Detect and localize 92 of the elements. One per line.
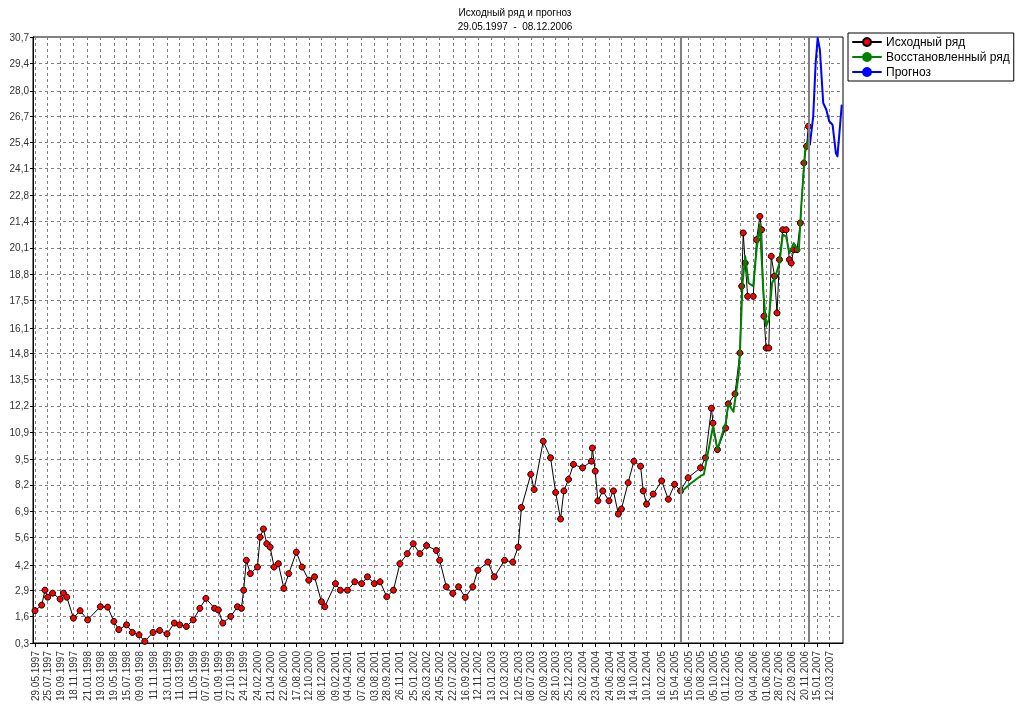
x-tick-label: 19.03.1998 [94,650,106,702]
x-tick-label: 24.05.2002 [434,650,446,702]
y-tick-label: 10,9 [9,426,30,438]
x-tick-label: 21.04.2000 [264,650,276,702]
x-tick-label: 28.07.2006 [773,650,785,702]
x-tick-label: 28.10.2003 [550,650,562,702]
legend-label: Восстановленный ряд [886,50,1010,64]
y-tick-label: 4,2 [15,559,30,571]
x-tick-label: 08.07.2003 [525,650,537,702]
x-tick-label: 07.07.1999 [200,650,212,702]
y-tick-label: 13,5 [9,374,30,386]
x-tick-label: 19.09.1997 [54,650,66,702]
x-tick-label: 15.01.2007 [811,650,823,702]
y-tick-label: 14,8 [9,347,30,359]
x-tick-label: 25.12.2003 [563,650,575,702]
x-tick-label: 22.09.2006 [785,650,797,702]
y-tick-label: 28,0 [9,85,30,97]
legend-label: Прогноз [886,65,932,79]
x-tick-label: 11.03.1999 [174,650,186,701]
y-tick-label: 20,1 [9,242,30,254]
x-tick-label: 11.11.1998 [147,650,159,700]
x-tick-label: 26.11.2001 [394,650,406,701]
x-tick-label: 13.01.2003 [486,650,498,702]
x-tick-label: 25.07.1997 [42,650,54,702]
x-tick-label: 27.10.1999 [225,650,237,702]
x-tick-label: 25.01.2002 [407,650,419,702]
x-tick-label: 10.08.2005 [695,650,707,702]
x-tick-label: 15.04.2005 [669,650,681,702]
y-tick-label: 9,5 [15,454,30,466]
x-tick-label: 15.06.2005 [682,650,694,702]
x-tick-label: 12.03.2007 [823,650,835,702]
y-tick-label: 8,2 [15,479,30,491]
x-tick-label: 18.11.1997 [67,650,79,701]
chart-title: Исходный ряд и прогноз [458,6,572,18]
line-series [679,138,810,494]
x-tick-label: 11.05.1999 [187,650,199,701]
y-tick-label: 26,7 [9,110,30,122]
y-tick-label: 22,8 [9,189,30,201]
x-tick-label: 12.03.2003 [499,650,511,702]
x-tick-label: 10.12.2004 [641,650,653,702]
x-tick-label: 13.01.1999 [161,650,173,702]
y-tick-label: 18,8 [9,268,30,280]
x-tick-label: 29.05.1997 [29,650,41,702]
x-tick-label: 28.09.2001 [381,650,393,702]
x-tick-label: 08.12.2000 [315,650,327,702]
y-tick-label: 17,5 [9,294,30,306]
x-tick-label: 03.02.2006 [734,650,746,702]
x-tick-label: 24.02.2000 [251,650,263,702]
y-tick-label: 0,3 [15,637,30,649]
x-tick-label: 01.09.1999 [212,650,224,702]
x-tick-label: 12.10.2000 [303,650,315,702]
x-tick-label: 16.09.2002 [459,650,471,702]
x-tick-label: 26.03.2002 [421,650,433,702]
x-tick-label: 05.10.2005 [707,650,719,702]
y-tick-label: 12,2 [9,400,30,412]
x-tick-label: 16.02.2005 [656,650,668,702]
y-tick-label: 30,7 [9,31,30,43]
x-tick-label: 04.04.2006 [747,650,759,702]
x-tick-label: 07.06.2001 [356,650,368,702]
y-tick-label: 21,4 [9,215,30,227]
x-tick-label: 01.06.2006 [760,650,772,702]
x-tick-label: 23.04.2004 [589,650,601,702]
x-tick-label: 14.10.2004 [628,650,640,702]
x-tick-label: 17.08.2000 [290,650,302,702]
y-tick-label: 5,6 [15,532,30,544]
x-tick-label: 09.02.2001 [329,650,341,702]
y-tick-label: 1,6 [15,611,30,623]
x-tick-label: 03.08.2001 [368,650,380,702]
x-tick-label: 12.05.2003 [512,650,524,702]
y-tick-label: 6,9 [15,505,30,517]
x-tick-label: 20.11.2006 [798,650,810,701]
x-tick-label: 21.01.1998 [82,650,94,702]
y-tick-label: 25,4 [9,136,30,148]
x-tick-label: 09.09.1998 [133,650,145,702]
x-tick-label: 19.08.2004 [615,650,627,702]
x-tick-label: 24.06.2004 [603,650,615,702]
legend-label: Исходный ряд [886,35,966,49]
x-tick-label: 15.07.1998 [121,650,133,702]
chart-subtitle: 29.05.1997 - 08.12.2006 [457,20,573,32]
y-tick-label: 29,4 [9,57,30,69]
x-tick-label: 12.11.2002 [472,650,484,701]
x-tick-label: 02.09.2003 [537,650,549,702]
x-tick-label: 19.05.1998 [108,650,120,702]
x-tick-label: 01.12.2005 [720,650,732,702]
x-tick-label: 24.12.1999 [238,650,250,702]
x-tick-label: 26.02.2004 [577,650,589,702]
y-tick-label: 16,1 [9,322,30,334]
x-tick-label: 22.07.2002 [447,650,459,702]
x-tick-label: 22.06.2000 [278,650,290,702]
y-tick-label: 24,1 [9,163,30,175]
y-tick-label: 2,9 [15,584,30,596]
x-tick-label: 04.04.2001 [341,650,353,702]
